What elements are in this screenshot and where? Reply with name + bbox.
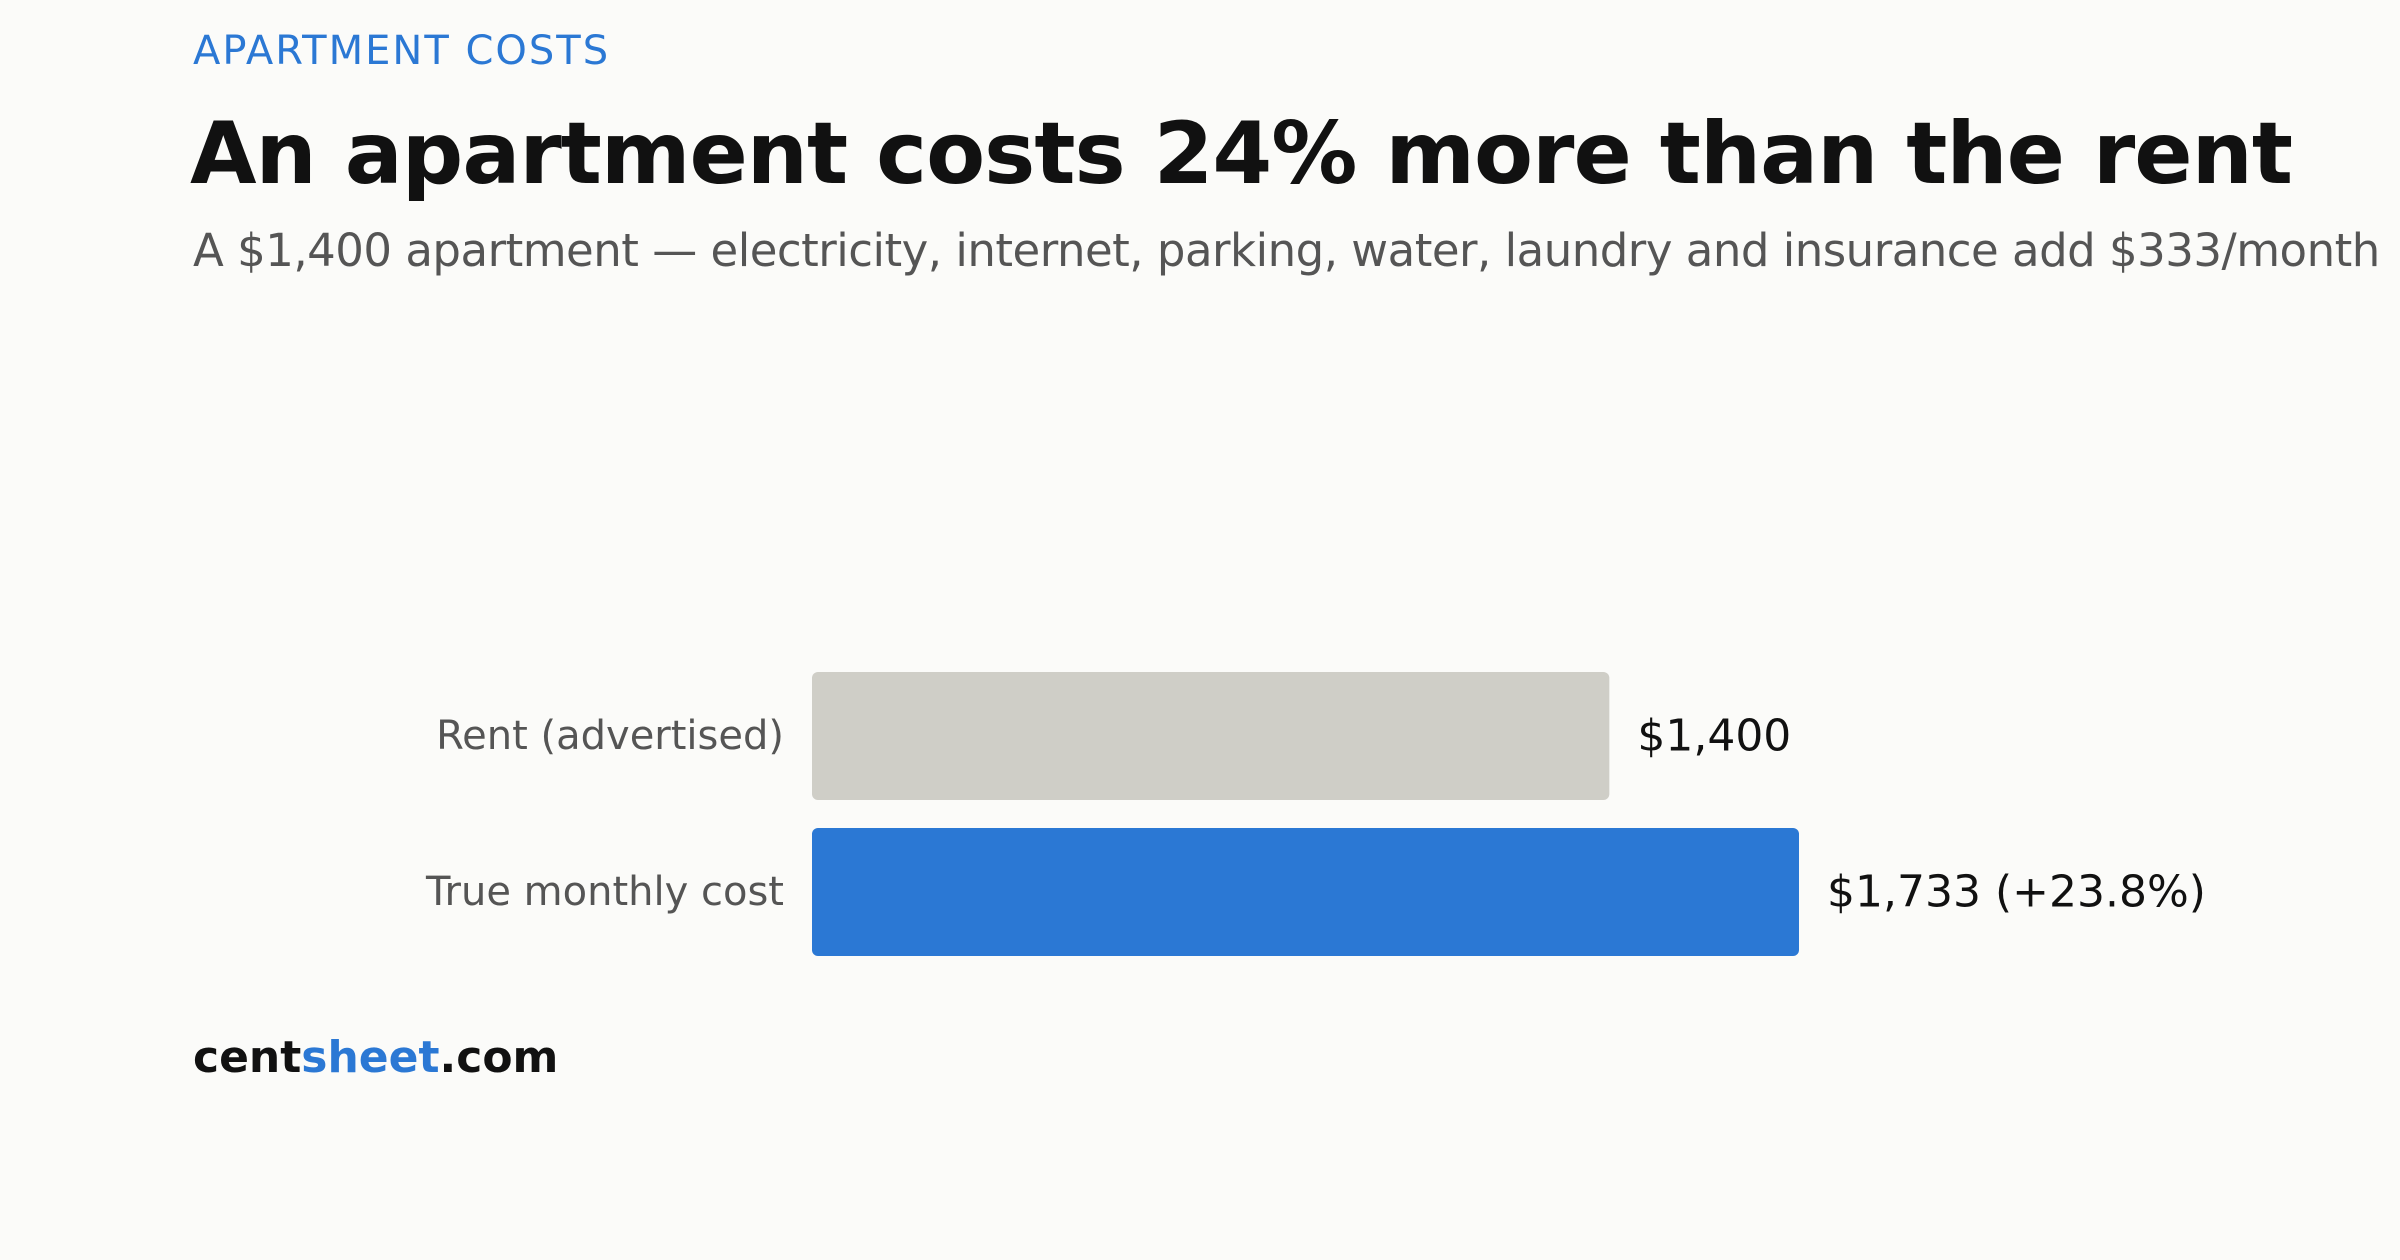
brand-logo[interactable]: centsheet.com — [193, 1032, 558, 1083]
value-label: $1,400 — [1637, 711, 1791, 762]
kicker: APARTMENT COSTS — [193, 28, 611, 74]
category-label: True monthly cost — [425, 869, 784, 915]
value-label: $1,733 (+23.8%) — [1827, 867, 2206, 918]
bar — [812, 828, 1799, 956]
category-label: Rent (advertised) — [436, 713, 784, 759]
brand-text-com: .com — [439, 1032, 559, 1083]
bar — [812, 672, 1610, 800]
subtitle: A $1,400 apartment — electricity, intern… — [193, 224, 2380, 277]
brand-text-sheet: sheet — [301, 1032, 440, 1083]
brand-text-cent: cent — [193, 1032, 302, 1083]
headline: An apartment costs 24% more than the ren… — [190, 104, 2293, 204]
